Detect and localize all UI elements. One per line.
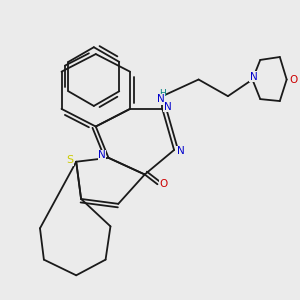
- Text: N: N: [157, 94, 165, 104]
- Text: N: N: [98, 151, 106, 160]
- Text: O: O: [160, 179, 168, 189]
- Text: O: O: [289, 74, 297, 85]
- Text: H: H: [159, 89, 166, 98]
- Text: N: N: [177, 146, 184, 157]
- Text: N: N: [164, 101, 172, 112]
- Text: N: N: [250, 72, 258, 82]
- Text: S: S: [66, 155, 73, 165]
